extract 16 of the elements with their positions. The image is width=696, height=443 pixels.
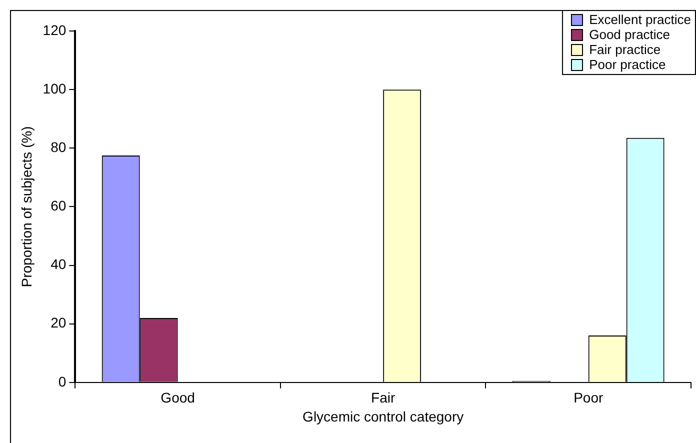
legend-label: Good practice xyxy=(589,27,670,42)
legend-label: Poor practice xyxy=(589,57,666,72)
x-axis-title: Glycemic control category xyxy=(302,408,464,424)
x-tick-label: Poor xyxy=(574,390,604,406)
legend-label: Fair practice xyxy=(589,42,661,57)
y-tick-label: 20 xyxy=(50,314,66,331)
y-tick-label: 80 xyxy=(50,138,66,155)
y-tick-label: 120 xyxy=(42,22,66,38)
y-tick-label: 100 xyxy=(42,80,66,96)
x-tick-label: Fair xyxy=(371,390,396,406)
legend-label: Excellent practice xyxy=(589,12,691,27)
y-tick-label: 0 xyxy=(58,373,66,390)
y-tick-label: 60 xyxy=(50,198,66,214)
y-tick-label: 40 xyxy=(50,256,66,272)
x-tick-label: Good xyxy=(160,390,195,406)
y-axis-title: Proportion of subjects (%) xyxy=(18,126,34,288)
